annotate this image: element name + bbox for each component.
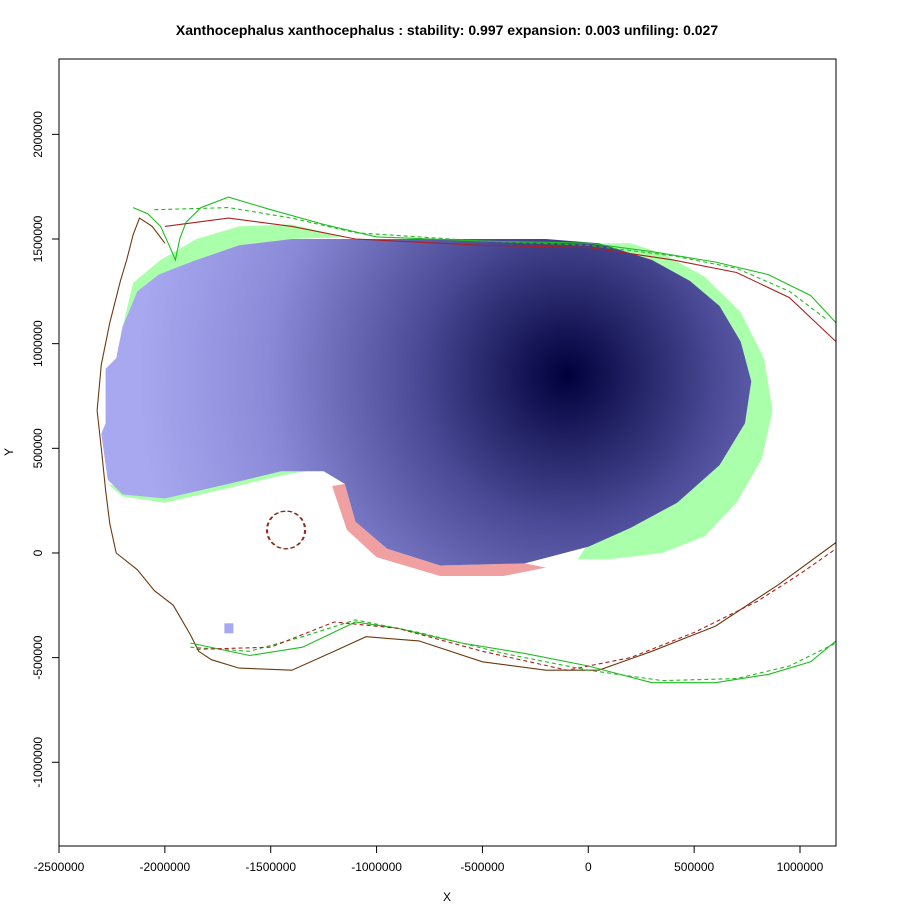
range-line-invaded-2 xyxy=(164,217,837,342)
y-tick-label: 500000 xyxy=(31,428,45,468)
range-line-native-0 xyxy=(132,196,837,324)
x-tick-label: -1000000 xyxy=(351,860,402,874)
x-tick-label: 500000 xyxy=(674,860,714,874)
y-tick-label: -500000 xyxy=(31,635,45,679)
x-axis: -2500000 -2000000 -1500000 -1000000 -500000 0… xyxy=(34,845,824,874)
y-tick-label: 2000000 xyxy=(31,111,45,158)
unfilling-region-north xyxy=(122,224,345,327)
range-circle-overlap xyxy=(266,510,307,550)
x-axis-label: X xyxy=(443,890,451,904)
stability-region xyxy=(101,239,752,566)
x-tick-label: -2000000 xyxy=(139,860,190,874)
range-line-overlap-3 xyxy=(96,410,837,671)
range-outlines xyxy=(96,196,837,684)
expansion-region xyxy=(332,483,546,576)
unfilling-region-east xyxy=(577,243,773,560)
x-tick-label: 0 xyxy=(585,860,592,874)
y-axis-label: Y xyxy=(2,448,16,456)
y-tick-label: -1000000 xyxy=(31,737,45,788)
range-regions xyxy=(101,224,773,634)
range-line-overlap-4 xyxy=(96,217,166,411)
range-line-native-5 xyxy=(190,621,837,684)
y-axis: -1000000 -500000 0 500000 1000000 1500000 2000… xyxy=(31,111,60,788)
x-tick-label: -1500000 xyxy=(245,860,296,874)
y-tick-label: 0 xyxy=(31,549,45,556)
x-tick-label: -500000 xyxy=(460,860,504,874)
y-tick-label: 1000000 xyxy=(31,320,45,367)
y-tick-label: 1500000 xyxy=(31,215,45,262)
isolated-stability-cell xyxy=(224,623,234,634)
x-tick-label: 1000000 xyxy=(777,860,824,874)
chart-title: Xanthocephalus xanthocephalus : stabilit… xyxy=(176,22,718,38)
range-line-invaded-7 xyxy=(196,548,837,671)
range-line-native-6 xyxy=(190,619,837,682)
range-line-native-1 xyxy=(154,207,826,319)
x-tick-label: -2500000 xyxy=(34,860,85,874)
